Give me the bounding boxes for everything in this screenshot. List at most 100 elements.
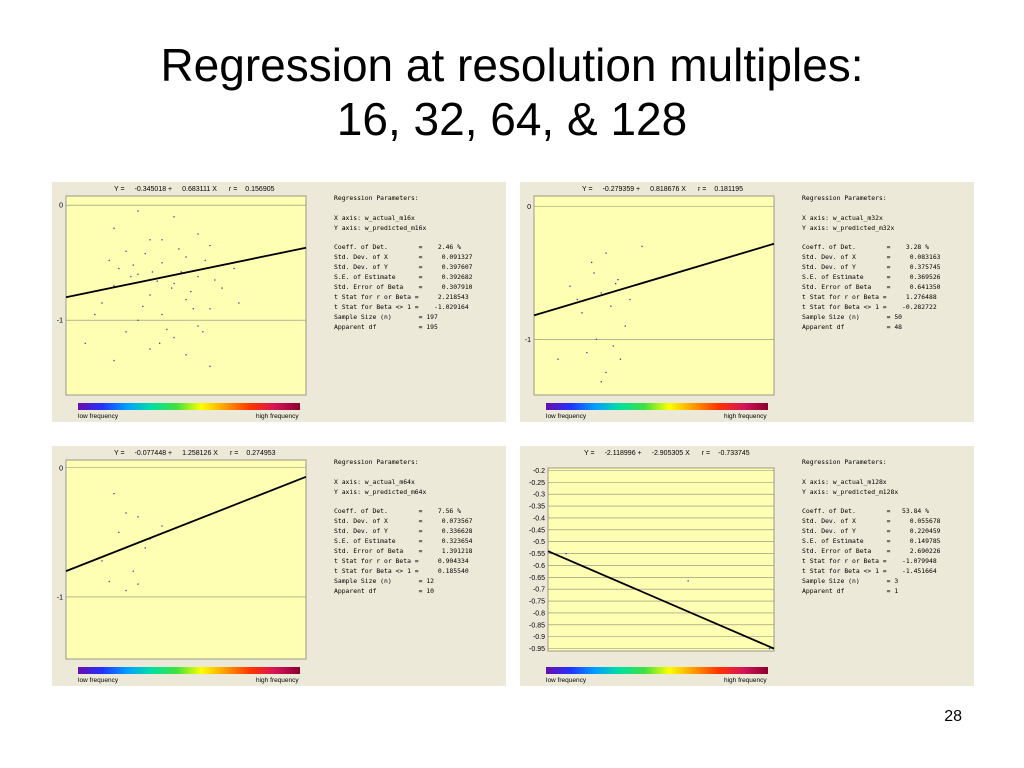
params-row: t Stat for r or Beta = 2.218543 xyxy=(334,292,469,301)
data-point xyxy=(612,345,614,347)
data-point xyxy=(108,580,110,583)
params-row: t Stat for r or Beta = -1.079948 xyxy=(802,556,937,565)
params-row: Apparent df = 48 xyxy=(802,322,903,331)
y-tick-label: -0.75 xyxy=(529,599,545,606)
equation-r-label: r = xyxy=(701,450,711,457)
y-tick-label: -0.2 xyxy=(533,468,545,475)
y-tick-label: 0 xyxy=(59,465,63,472)
params-heading: Regression Parameters: xyxy=(334,194,419,202)
params-row: Std. Dev. of X = 0.091327 xyxy=(334,253,473,262)
regression-panel-m16: 0 -1 Y = -0.345018 + 0.683111 X r = 0.156905 Re… xyxy=(52,182,506,422)
params-y-axis: Y axis: w_predicted_m16x xyxy=(334,223,427,232)
data-point xyxy=(197,325,199,327)
params-row: Std. Dev. of Y = 0.375745 xyxy=(802,263,941,272)
params-row: Coeff. of Det. = 53.84 % xyxy=(802,507,929,516)
frequency-colorbar xyxy=(78,403,300,410)
y-tick-label: 0 xyxy=(527,204,531,211)
params-row: t Stat for r or Beta = 0.904334 xyxy=(334,556,469,565)
data-point xyxy=(101,560,103,562)
plot-area xyxy=(547,467,775,652)
plot-area xyxy=(533,195,775,396)
data-point xyxy=(687,580,689,582)
data-point xyxy=(113,227,115,229)
y-tick-label: -0.6 xyxy=(533,563,545,570)
data-point xyxy=(132,570,134,572)
regression-line xyxy=(547,550,775,650)
data-point xyxy=(137,516,139,518)
equation-intercept: -0.279359 + xyxy=(602,186,641,193)
y-tick-label: -0.3 xyxy=(533,492,545,499)
params-row: Apparent df = 1 xyxy=(802,586,899,595)
regression-equation: Y = -0.077448 + 1.258126 X r = 0.274953 xyxy=(114,450,276,457)
data-point xyxy=(619,358,622,360)
data-point xyxy=(132,264,134,266)
regression-parameters: Regression Parameters: X axis: w_actual_m… xyxy=(334,194,473,332)
params-row: S.E. of Estimate = 0.392682 xyxy=(334,273,473,282)
y-tick-label: -1 xyxy=(57,318,63,325)
equation-r: 0.181195 xyxy=(714,186,744,193)
params-row: Coeff. of Det. = 2.46 % xyxy=(334,243,461,252)
params-row: Sample Size (n) = 3 xyxy=(802,576,899,585)
data-point xyxy=(149,348,151,350)
data-point xyxy=(581,312,583,314)
equation-r: -0.733745 xyxy=(718,450,750,457)
data-point xyxy=(768,648,771,650)
regression-parameters: Regression Parameters: X axis: w_actual_m… xyxy=(334,458,473,596)
params-row: t Stat for Beta <> 1 = -0.282722 xyxy=(802,302,937,311)
data-point xyxy=(149,239,151,241)
data-point xyxy=(113,359,115,362)
data-point xyxy=(192,308,194,310)
data-point xyxy=(171,287,173,289)
data-point xyxy=(113,285,115,287)
data-point xyxy=(185,354,187,356)
data-point xyxy=(125,250,127,252)
data-point xyxy=(130,275,132,278)
params-x-axis: X axis: w_actual_m128x xyxy=(802,477,887,486)
data-point xyxy=(118,267,120,270)
data-point xyxy=(233,267,235,270)
data-point xyxy=(180,271,182,273)
legend-low-frequency: low frequency xyxy=(78,677,119,684)
scatter-plot-m64: 0 -1 xyxy=(57,459,307,660)
plot-area xyxy=(65,195,307,396)
scatter-plot-m32: 0 -1 xyxy=(525,195,775,396)
params-row: Std. Dev. of X = 0.055678 xyxy=(802,517,941,526)
data-point xyxy=(610,305,612,307)
y-tick-label: -0.55 xyxy=(529,551,545,558)
data-point xyxy=(190,290,192,293)
data-point xyxy=(142,305,144,308)
scatter-plot-m16: 0 -1 xyxy=(57,195,307,396)
slide-title: Regression at resolution multiples: 16, … xyxy=(0,38,1024,146)
data-point xyxy=(197,233,199,235)
y-tick-label: -0.45 xyxy=(529,527,545,534)
legend-high-frequency: high frequency xyxy=(256,413,299,420)
data-point xyxy=(137,273,139,275)
params-row: S.E. of Estimate = 0.369526 xyxy=(802,273,941,282)
params-row: Coeff. of Det. = 7.56 % xyxy=(334,507,461,516)
legend-high-frequency: high frequency xyxy=(724,413,767,420)
legend-low-frequency: low frequency xyxy=(546,677,587,684)
y-tick-label: -0.65 xyxy=(529,575,545,582)
equation-y-label: Y = xyxy=(584,450,595,457)
equation-intercept: -2.118996 + xyxy=(604,450,642,457)
params-x-axis: X axis: w_actual_m64x xyxy=(334,477,415,486)
params-y-axis: Y axis: w_predicted_m128x xyxy=(802,487,899,496)
data-point xyxy=(617,278,619,281)
data-point xyxy=(125,331,127,333)
equation-y-label: Y = xyxy=(582,186,593,193)
data-point xyxy=(161,525,163,527)
data-point xyxy=(137,583,139,585)
equation-slope: 0.818676 X xyxy=(650,186,686,193)
data-point xyxy=(624,325,626,327)
data-point xyxy=(615,282,617,285)
data-point xyxy=(166,328,168,331)
data-point xyxy=(202,331,204,333)
params-heading: Regression Parameters: xyxy=(802,458,887,466)
y-tick-label: -0.35 xyxy=(529,504,545,511)
data-point xyxy=(101,302,103,304)
data-point xyxy=(591,261,593,264)
regression-line xyxy=(533,242,775,317)
equation-r-label: r = xyxy=(228,186,238,193)
params-row: Std. Dev. of X = 0.073567 xyxy=(334,517,473,526)
data-point xyxy=(641,245,643,248)
